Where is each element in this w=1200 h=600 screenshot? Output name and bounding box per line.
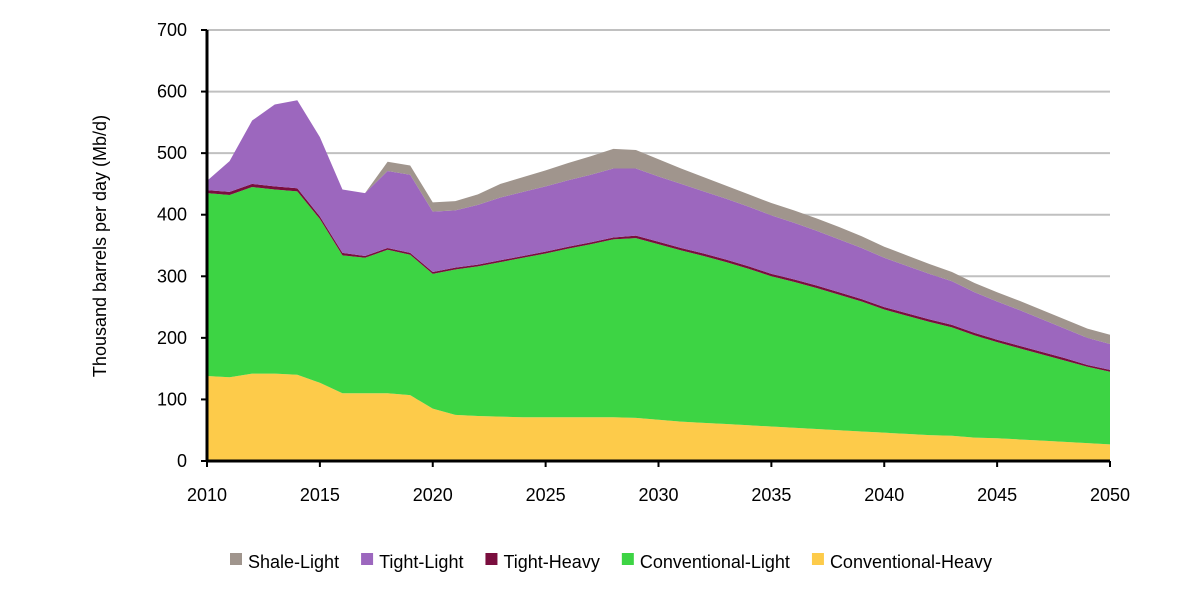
x-tick-label: 2010 <box>187 485 227 505</box>
y-tick-label: 300 <box>157 266 187 286</box>
plot-areas <box>207 100 1110 461</box>
y-tick-label: 400 <box>157 205 187 225</box>
y-tick-label: 600 <box>157 82 187 102</box>
legend-label: Conventional-Light <box>640 552 790 572</box>
x-tick-label: 2025 <box>526 485 566 505</box>
y-axis-ticks: 0 100 200 300 400 500 600 700 <box>157 20 207 471</box>
y-tick-label: 100 <box>157 389 187 409</box>
x-tick-label: 2050 <box>1090 485 1130 505</box>
y-tick-label: 700 <box>157 20 187 40</box>
legend-label: Conventional-Heavy <box>830 552 992 572</box>
x-tick-label: 2020 <box>413 485 453 505</box>
x-tick-label: 2045 <box>977 485 1017 505</box>
legend-label: Shale-Light <box>248 552 339 572</box>
legend-swatch <box>485 553 498 565</box>
area-conventional-light <box>207 187 1110 445</box>
x-tick-label: 2015 <box>300 485 340 505</box>
legend-swatch <box>230 553 242 565</box>
legend-label: Tight-Light <box>379 552 463 572</box>
x-tick-label: 2040 <box>864 485 904 505</box>
legend-item-tight-heavy: Tight-Heavy <box>485 552 600 572</box>
legend-item-tight-light: Tight-Light <box>361 552 463 572</box>
x-tick-label: 2030 <box>638 485 678 505</box>
legend-item-shale-light: Shale-Light <box>230 552 339 572</box>
legend-swatch <box>811 553 824 565</box>
legend-label: Tight-Heavy <box>503 552 599 572</box>
legend: Shale-Light Tight-Light Tight-Heavy Convent… <box>230 552 992 572</box>
x-tick-label: 2035 <box>751 485 791 505</box>
area-tight-light <box>207 100 1110 370</box>
x-axis-ticks: 2010 2015 2020 2025 2030 2035 2040 2045 2050 <box>187 461 1130 505</box>
area-conventional-heavy <box>207 373 1110 461</box>
legend-item-conventional-light: Conventional-Light <box>621 552 790 572</box>
legend-item-conventional-heavy: Conventional-Heavy <box>811 552 992 572</box>
y-tick-label: 500 <box>157 143 187 163</box>
legend-swatch <box>361 553 374 565</box>
y-tick-label: 200 <box>157 328 187 348</box>
legend-swatch <box>621 553 634 565</box>
y-tick-label: 0 <box>177 451 187 471</box>
y-axis-label: Thousand barrels per day (Mb/d) <box>90 115 110 377</box>
